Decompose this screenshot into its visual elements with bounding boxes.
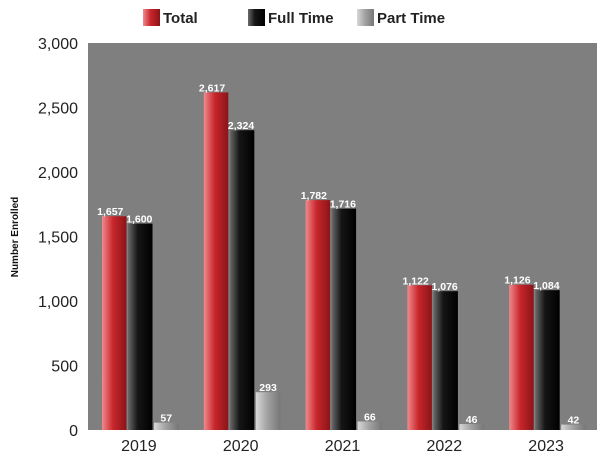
bar-full-time [331, 208, 357, 430]
data-labels: 1,657 2,617 1,782 1,122 1,126 1,600 2,324 1,716… [97, 82, 579, 426]
y-tick-label: 500 [51, 359, 78, 376]
data-label: 1,782 [301, 190, 327, 202]
y-tick-label: 1,000 [38, 294, 78, 311]
bar-total [102, 216, 127, 430]
data-label: 57 [160, 413, 172, 425]
y-axis-label: Number Enrolled [10, 197, 21, 278]
legend: Total Full Time Part Time [143, 9, 445, 27]
bar-part-time [561, 424, 586, 430]
x-tick-label: 2023 [528, 438, 564, 455]
data-label: 1,126 [504, 275, 530, 287]
y-tick-label: 2,500 [38, 101, 78, 118]
legend-item: Part Time [357, 9, 445, 27]
x-tick-label: 2021 [325, 438, 361, 455]
data-label: 1,122 [403, 275, 429, 287]
x-tick-label: 2022 [427, 438, 463, 455]
data-label: 1,716 [330, 199, 356, 211]
legend-item: Full Time [248, 9, 334, 27]
legend-swatch [248, 9, 265, 26]
y-tick-label: 1,500 [38, 230, 78, 247]
bar-full-time [229, 130, 255, 431]
data-label: 1,076 [432, 281, 458, 293]
bar-total [305, 200, 331, 430]
bar-part-time [459, 424, 484, 430]
y-tick-label: 2,000 [38, 165, 78, 182]
legend-label: Full Time [268, 10, 334, 27]
data-label: 42 [568, 415, 580, 427]
data-label: 66 [364, 411, 376, 423]
legend-label: Part Time [377, 10, 445, 27]
bar-total [509, 284, 534, 430]
x-tick-label: 2019 [121, 438, 157, 455]
bar-series [102, 92, 586, 431]
data-label: 2,324 [228, 120, 254, 132]
legend-swatch [143, 9, 160, 26]
y-tick-label: 3,000 [38, 36, 78, 53]
bar-part-time [357, 421, 383, 430]
bar-part-time [154, 422, 179, 430]
bar-total [407, 285, 432, 430]
bar-full-time [128, 223, 153, 430]
data-label: 2,617 [199, 82, 225, 94]
bar-part-time [255, 392, 281, 430]
bar-total [203, 92, 229, 431]
data-label: 1,084 [533, 280, 559, 292]
data-label: 46 [466, 414, 478, 426]
data-label: 1,600 [126, 214, 152, 226]
legend-label: Total [163, 10, 198, 27]
y-axis: 0 500 1,000 1,500 2,000 2,500 3,000 [38, 36, 78, 440]
y-tick-label: 0 [69, 423, 78, 440]
bar-full-time [433, 291, 458, 430]
data-label: 1,657 [97, 206, 123, 218]
bar-full-time [535, 290, 560, 430]
data-label: 293 [259, 382, 277, 394]
legend-item: Total [143, 9, 198, 27]
x-axis: 2019 2020 2021 2022 2023 [121, 438, 564, 455]
legend-swatch [357, 9, 374, 26]
x-tick-label: 2020 [223, 438, 259, 455]
